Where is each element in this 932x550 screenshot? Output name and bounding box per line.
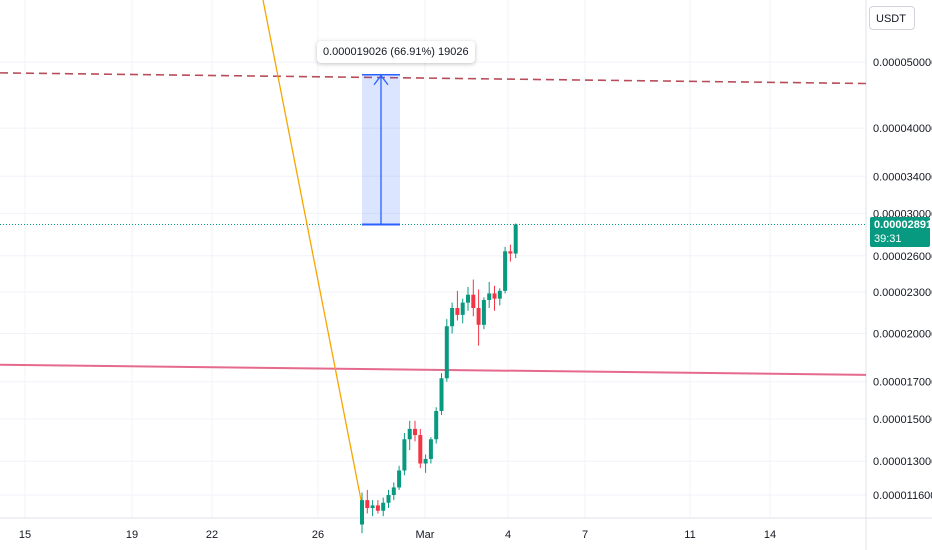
- current-price-tag: 0.000028913 39:31: [870, 217, 932, 247]
- measure-arrow-head: [373, 74, 389, 86]
- candle-down: [508, 251, 513, 254]
- candle-up: [503, 251, 508, 291]
- time-tick-label: Mar: [416, 529, 435, 541]
- candle-up: [444, 326, 449, 379]
- time-tick-label: 22: [206, 529, 218, 541]
- candle-up: [391, 487, 396, 495]
- candle-up: [439, 378, 444, 412]
- trend-line: [262, 0, 363, 506]
- support-line: [0, 363, 867, 376]
- price-tick-label: 0.000023000: [873, 287, 932, 299]
- price-tick-label: 0.000011600: [873, 490, 932, 502]
- candle-up: [497, 290, 502, 299]
- current-price-value: 0.000028913: [874, 219, 932, 231]
- candle-up: [428, 439, 433, 459]
- candle-up: [466, 294, 470, 303]
- price-tick-label: 0.000013000: [873, 456, 932, 468]
- candle-down: [413, 428, 417, 436]
- candle-down: [365, 500, 370, 509]
- candle-down: [375, 505, 380, 511]
- price-tick-label: 0.000026000: [873, 251, 932, 263]
- time-axis[interactable]: 15 19 22 26 Mar 4 7 11 14: [19, 529, 776, 541]
- time-tick-label: 4: [505, 529, 511, 541]
- time-tick-label: 19: [126, 529, 138, 541]
- candle-up: [407, 428, 412, 440]
- time-tick-label: 15: [19, 529, 31, 541]
- price-tick-label: 0.000034000: [873, 171, 932, 183]
- candle-up: [386, 495, 391, 503]
- candle-up: [481, 299, 486, 325]
- candle-up: [513, 224, 518, 254]
- time-tick-label: 26: [312, 529, 324, 541]
- candle-down: [471, 294, 476, 309]
- candle-up: [487, 293, 492, 300]
- price-tick-label: 0.000017000: [873, 377, 932, 389]
- time-tick-label: 14: [764, 529, 776, 541]
- candle-down: [455, 308, 460, 315]
- drawings[interactable]: [0, 0, 867, 506]
- time-tick-label: 11: [684, 529, 695, 541]
- candle-down: [492, 293, 497, 299]
- candles: [360, 223, 518, 534]
- currency-button[interactable]: USDT: [869, 6, 915, 30]
- price-tick-label: 0.000015000: [873, 414, 932, 426]
- candle-up: [381, 502, 386, 511]
- candle-countdown: 39:31: [874, 233, 902, 245]
- price-tick-label: 0.000050000: [873, 57, 932, 69]
- resistance-dashed-line: [0, 72, 867, 85]
- candle-up: [450, 308, 455, 327]
- measure-label: 0.000019026 (66.91%) 19026: [317, 41, 475, 63]
- price-tick-label: 0.000020000: [873, 329, 932, 341]
- price-axis[interactable]: 0.0000500000.0000400000.0000340000.00003…: [873, 57, 932, 502]
- candle-up: [460, 302, 465, 315]
- candle-up: [397, 470, 402, 488]
- candle-up: [360, 500, 364, 525]
- candle-up: [402, 439, 407, 471]
- candle-down: [476, 308, 481, 325]
- candle-down: [418, 435, 423, 464]
- candle-up: [423, 458, 428, 464]
- time-tick-label: 7: [582, 529, 588, 541]
- price-tick-label: 0.000040000: [873, 123, 932, 135]
- candle-up: [434, 411, 439, 440]
- candle-up: [370, 505, 375, 509]
